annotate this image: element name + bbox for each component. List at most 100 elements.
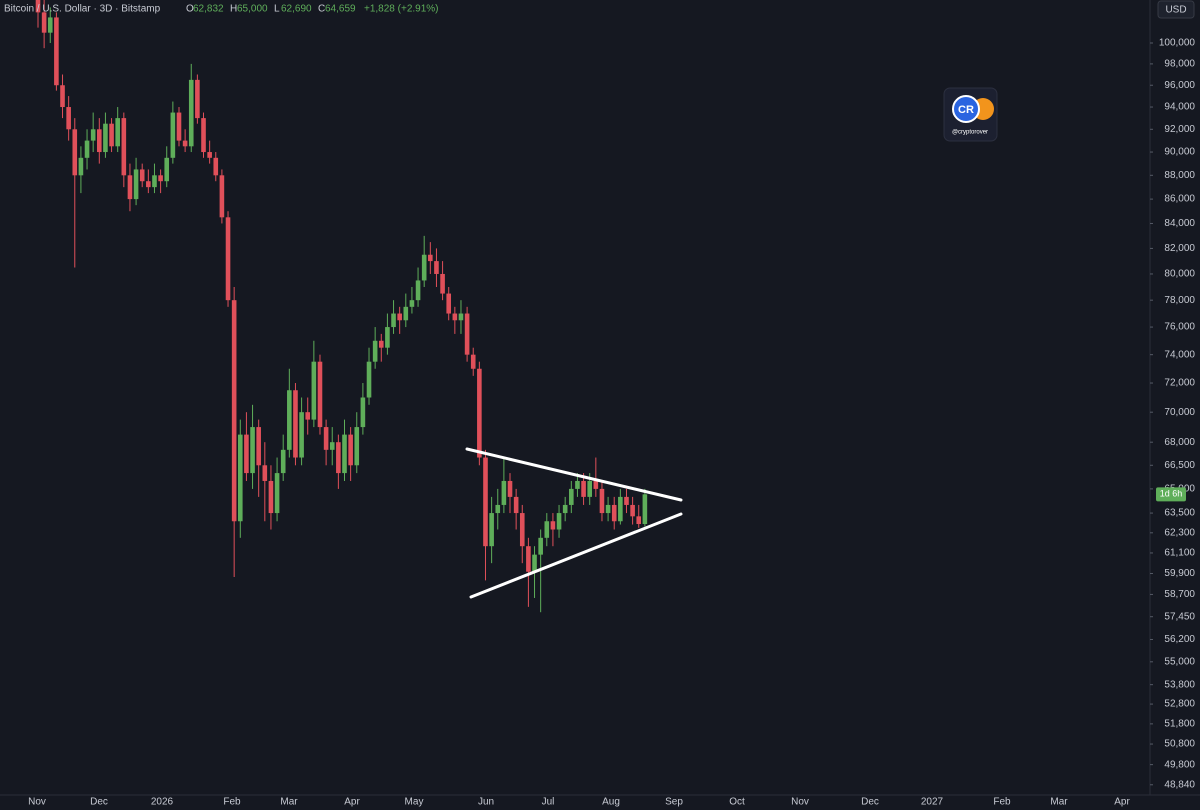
candle-body [170, 112, 176, 158]
candle-body [213, 157, 219, 176]
legend-key: H [230, 4, 237, 15]
ohlc-legend: O 62,832 H 65,000 L 62,690 C 64,659 +1,828 (+2.9… [186, 4, 439, 15]
candle-body [434, 261, 439, 274]
candle-body [636, 516, 642, 525]
candle-body [115, 118, 120, 147]
y-tick-label: 59,900 [1164, 568, 1195, 579]
candle-body [372, 340, 378, 362]
candle-body [152, 175, 157, 188]
candle-body [207, 152, 212, 158]
x-tick-label: Dec [861, 797, 879, 808]
candle-body [562, 504, 568, 514]
y-tick-label: 96,000 [1164, 80, 1195, 91]
candle-body [605, 504, 611, 514]
candle-body [84, 140, 90, 158]
y-tick-label: 80,000 [1164, 269, 1195, 280]
candle-body [280, 449, 286, 474]
candle-body [440, 273, 445, 294]
candle-body [391, 313, 396, 328]
candle-body [446, 293, 452, 314]
y-tick-label: 70,000 [1164, 407, 1195, 418]
legend-value: 62,690 [281, 4, 312, 15]
candle-body [624, 496, 629, 505]
candle-body [54, 17, 59, 86]
candle-body [489, 513, 494, 547]
y-tick-label: 76,000 [1164, 322, 1195, 333]
x-tick-label: Apr [344, 797, 360, 808]
x-tick-label: Dec [90, 797, 108, 808]
candle-body [618, 496, 623, 522]
x-tick-label: Feb [223, 797, 241, 808]
candle-body [195, 79, 200, 119]
x-tick-label: Nov [28, 797, 46, 808]
candle-body [66, 107, 71, 130]
candle-body [348, 434, 353, 466]
candle-body [336, 442, 341, 474]
y-tick-label: 88,000 [1164, 170, 1195, 181]
candle-body [329, 442, 335, 450]
y-tick-label: 57,450 [1164, 611, 1195, 622]
candle-body [593, 480, 599, 489]
candle-body [293, 390, 298, 458]
legend-value: 64,659 [325, 4, 356, 15]
candle-body [532, 554, 537, 572]
candle-body [342, 434, 347, 474]
y-tick-label: 78,000 [1164, 295, 1195, 306]
candle-body [299, 412, 304, 458]
y-tick-label: 84,000 [1164, 218, 1195, 229]
legend-key: C [318, 4, 325, 15]
x-tick-label: Jun [478, 797, 494, 808]
y-tick-label: 63,500 [1164, 508, 1195, 519]
candle-body [513, 496, 519, 514]
y-tick-label: 92,000 [1164, 124, 1195, 135]
candle-body [72, 129, 78, 176]
candle-body [575, 480, 580, 489]
y-tick-label: 51,800 [1164, 719, 1195, 730]
candle-body [477, 368, 482, 458]
price-badge [1156, 487, 1186, 502]
candle-body [219, 175, 225, 218]
candle-body [464, 313, 470, 355]
candle-body [630, 504, 635, 517]
candle-body [483, 457, 488, 547]
candle-body [495, 504, 501, 514]
candle-body [103, 123, 108, 153]
y-tick-label: 55,000 [1164, 656, 1195, 667]
y-tick-label: 98,000 [1164, 59, 1195, 70]
candle-body [287, 390, 292, 450]
candle-body [121, 118, 127, 176]
candle-body [507, 480, 513, 497]
candle-body [415, 280, 421, 301]
legend-value: 62,832 [193, 4, 224, 15]
candle-body [354, 427, 360, 466]
x-tick-label: Feb [993, 797, 1011, 808]
candle-body [550, 521, 556, 530]
candle-body [611, 504, 617, 522]
x-tick-label: May [405, 797, 424, 808]
candle-body [139, 169, 145, 182]
candle-body [599, 488, 605, 514]
candle-body [403, 306, 409, 321]
candle-body [311, 361, 317, 420]
y-tick-label: 49,800 [1164, 759, 1195, 770]
candle-body [78, 157, 84, 176]
candle-body [182, 140, 188, 147]
x-tick-label: Aug [602, 797, 620, 808]
x-tick-label: Jul [542, 797, 555, 808]
y-tick-label: 62,300 [1164, 527, 1195, 538]
candle-body [188, 79, 194, 147]
legend-value: 65,000 [237, 4, 268, 15]
candle-body [428, 254, 433, 262]
candle-body [97, 129, 102, 153]
candle-body [360, 397, 366, 428]
legend-change: +1,828 (+2.91%) [364, 4, 439, 15]
currency-box[interactable] [1157, 0, 1195, 19]
legend-key: L [274, 4, 280, 15]
y-tick-label: 52,800 [1164, 699, 1195, 710]
candle-body [385, 327, 390, 348]
candle-body [237, 434, 243, 522]
candle-body [35, 0, 41, 13]
candle-body [176, 112, 182, 141]
